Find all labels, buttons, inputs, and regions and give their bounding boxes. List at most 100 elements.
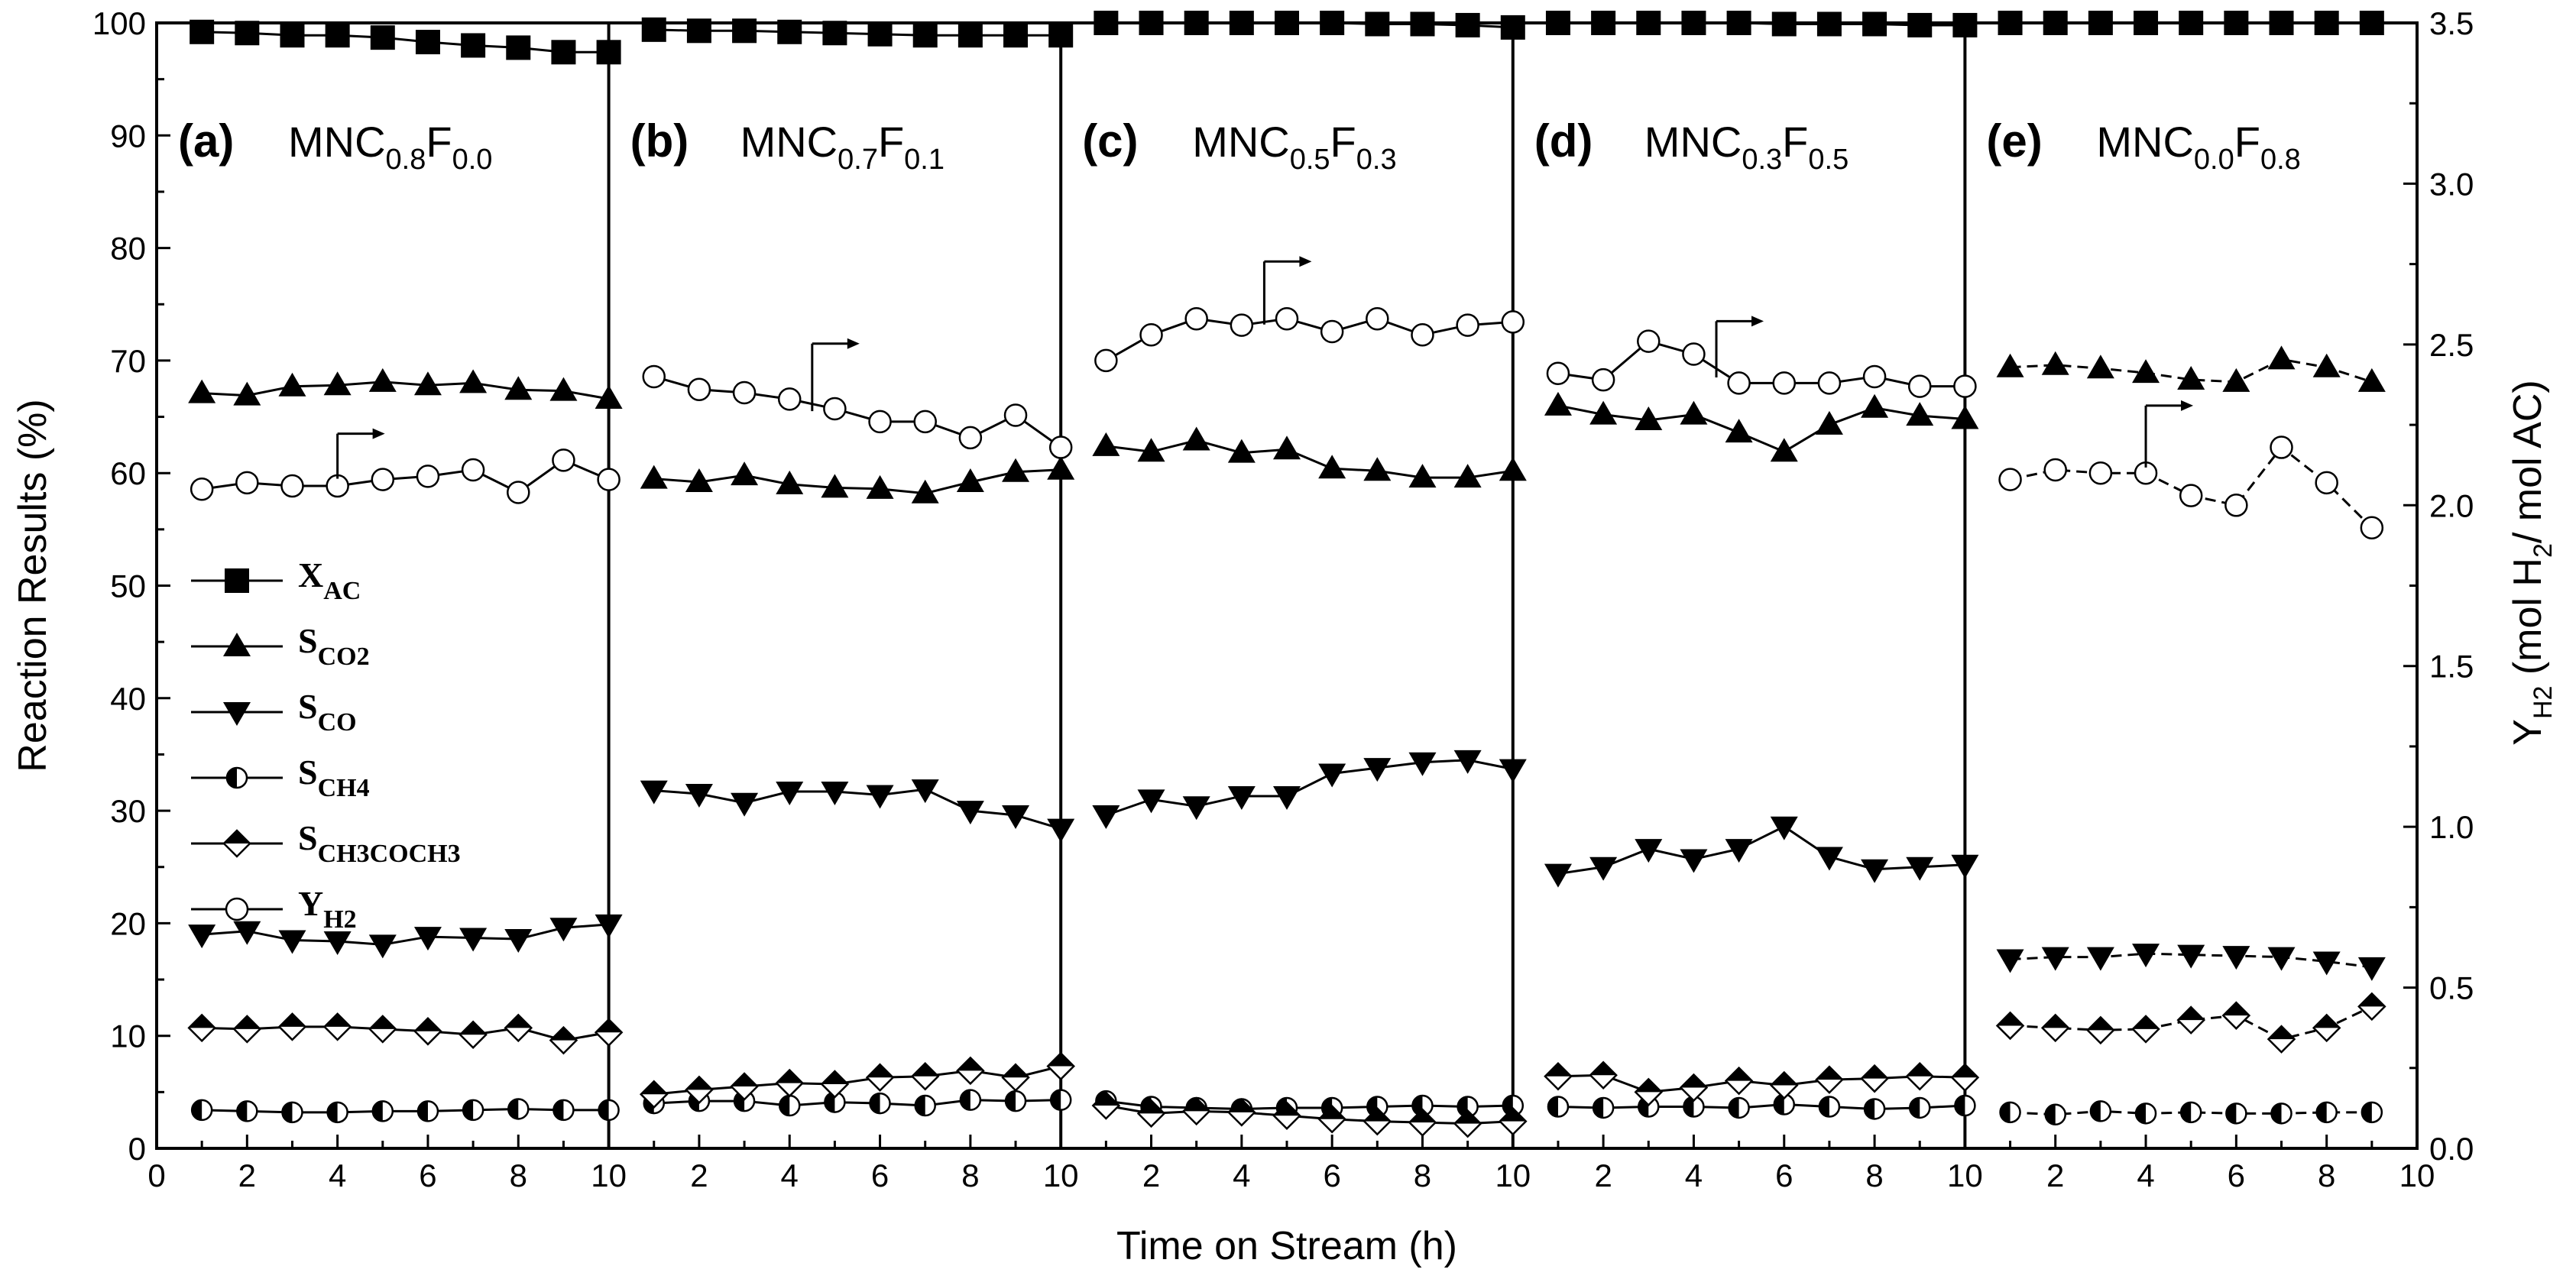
point-XAC (1591, 11, 1616, 35)
point-XAC (2134, 11, 2159, 35)
point-SCO2 (821, 474, 849, 498)
point-YH2 (2224, 494, 2248, 517)
plot-frame (155, 21, 2419, 1150)
point-SCO (2132, 944, 2160, 968)
x-tick-label: 6 (2228, 1158, 2245, 1193)
point-YH2 (1094, 348, 1118, 373)
point-SCH4 (326, 1101, 348, 1124)
legend-label: SCH3COCH3 (298, 818, 461, 868)
point-SCO2 (2041, 351, 2069, 375)
x-tick-label: 2 (238, 1158, 256, 1193)
point-SCO2 (1635, 406, 1663, 430)
legend-label: SCO2 (298, 621, 370, 671)
point-YH2 (1275, 306, 1299, 331)
point-SCO (2312, 951, 2341, 976)
point-SCH3COCH3 (730, 1072, 759, 1101)
x-tick-label: 6 (871, 1158, 889, 1193)
right-tick-label: 2.5 (2429, 327, 2474, 363)
point-SCO2 (1906, 402, 1934, 426)
point-YH2 (552, 448, 575, 472)
panel-a: (a) MNC0.8F0.0 (178, 19, 624, 1124)
point-YH2 (687, 377, 711, 402)
point-SCO (459, 928, 488, 952)
point-SCO2 (1453, 464, 1482, 488)
point-YH2 (1637, 329, 1661, 353)
legend-marker (223, 702, 251, 726)
point-SCO (549, 918, 578, 942)
point-SCO2 (1273, 436, 1301, 460)
x-tick-label: 10 (591, 1158, 627, 1193)
point-SCO (1996, 949, 2024, 973)
point-SCH4 (1999, 1101, 2021, 1124)
point-SCO (1770, 816, 1798, 840)
point-SCO2 (2222, 368, 2250, 392)
x-tick-label: 8 (961, 1158, 979, 1193)
point-YH2 (280, 474, 304, 498)
point-YH2 (1184, 306, 1208, 331)
panel-label: (a) (178, 115, 234, 167)
point-SCO (1680, 849, 1708, 873)
point-SCO (640, 780, 668, 805)
point-XAC (461, 33, 486, 58)
left-tick-label: 60 (110, 455, 146, 491)
point-SCO (413, 927, 442, 951)
point-SCH3COCH3 (956, 1056, 985, 1086)
point-SCO (1815, 847, 1843, 871)
point-SCO2 (1408, 464, 1437, 488)
series-line-SCO (2010, 952, 2373, 969)
point-SCO2 (233, 381, 261, 406)
point-SCH3COCH3 (2357, 992, 2386, 1022)
legend-label: XAC (298, 555, 361, 605)
point-SCO (1725, 839, 1753, 863)
right-tick-label: 0.0 (2429, 1131, 2474, 1167)
point-SCH3COCH3 (2176, 1005, 2205, 1035)
legend-item-SCH4: SCH4 (191, 753, 370, 802)
point-SCH4 (552, 1099, 575, 1122)
panel-c: (c) MNC0.5F0.3 (1082, 11, 1528, 1138)
point-SCO2 (731, 461, 759, 486)
point-SCH3COCH3 (1272, 1101, 1301, 1131)
point-SCH4 (1728, 1096, 1750, 1119)
point-SCO (2357, 957, 2386, 981)
point-SCO (1499, 759, 1527, 783)
legend-marker (222, 829, 251, 858)
point-SCH3COCH3 (1453, 1109, 1482, 1138)
point-XAC (325, 23, 350, 48)
point-XAC (1275, 11, 1299, 35)
point-SCH4 (2179, 1101, 2202, 1124)
point-SCH4 (507, 1098, 530, 1120)
point-SCH3COCH3 (187, 1013, 216, 1043)
point-SCO (1273, 785, 1301, 810)
point-XAC (1636, 11, 1661, 35)
point-XAC (1771, 11, 1797, 37)
point-SCH3COCH3 (1091, 1091, 1121, 1120)
point-XAC (957, 23, 983, 48)
point-SCO2 (1815, 410, 1843, 435)
point-SCH4 (2044, 1103, 2066, 1126)
point-SCO2 (504, 376, 533, 400)
point-SCH3COCH3 (1001, 1063, 1030, 1092)
x-tick-label: 4 (329, 1158, 346, 1193)
point-YH2 (777, 387, 802, 411)
point-YH2 (1682, 342, 1706, 366)
point-SCH4 (190, 1099, 213, 1122)
series-line-SCO2 (202, 380, 609, 400)
point-YH2 (913, 410, 937, 434)
point-SCH3COCH3 (1634, 1077, 1664, 1107)
point-SCO2 (2357, 368, 2386, 392)
right-tick-label: 2.0 (2429, 487, 2474, 523)
point-XAC (551, 40, 576, 65)
point-XAC (596, 40, 621, 65)
point-SCO2 (685, 468, 713, 492)
series-line-SCH3COCH3 (653, 1065, 1061, 1096)
point-SCH3COCH3 (413, 1017, 442, 1046)
panel-label: (d) (1534, 115, 1593, 167)
point-SCO (368, 934, 397, 959)
point-SCH4 (2270, 1103, 2292, 1125)
point-XAC (867, 21, 893, 47)
point-YH2 (1772, 371, 1797, 395)
point-SCO2 (459, 369, 488, 393)
right-tick-label: 1.5 (2429, 649, 2474, 685)
panel-title: MNC0.7F0.1 (740, 118, 945, 176)
point-SCO (956, 801, 984, 825)
